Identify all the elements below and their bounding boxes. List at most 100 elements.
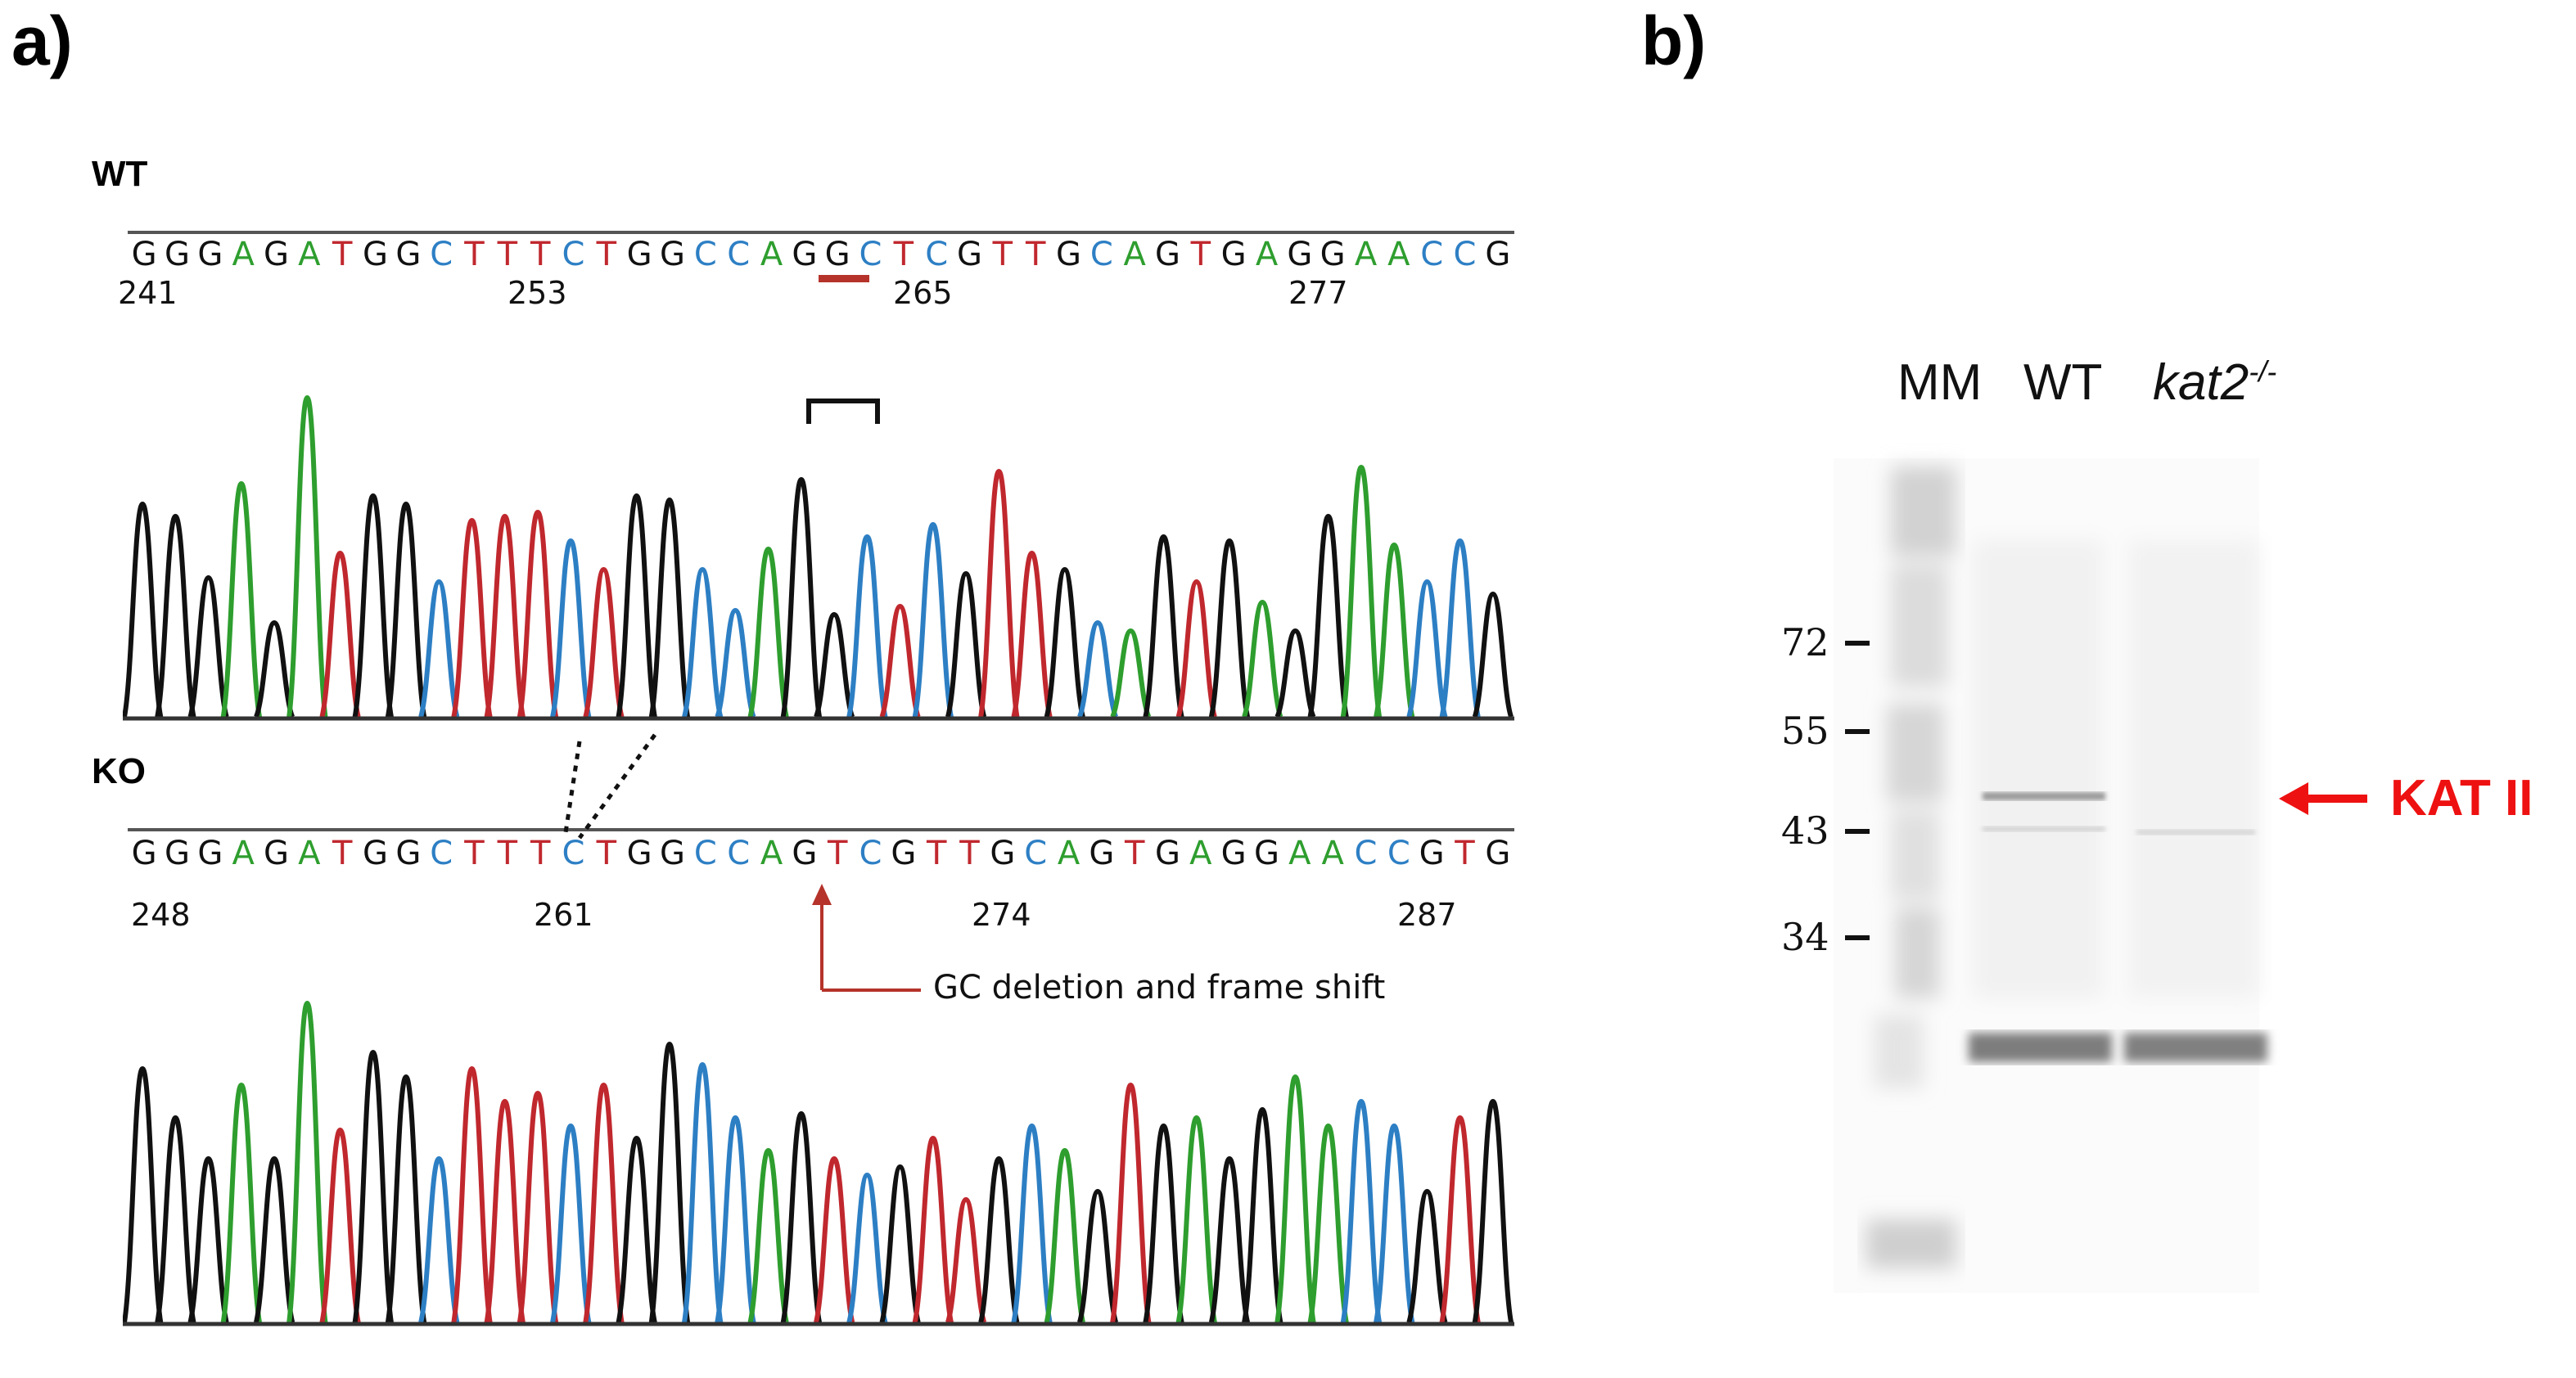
ko-label: KO [92,751,146,791]
wt-position-265: 265 [893,275,953,311]
deletion-dotted-line-left [562,741,582,839]
ko-base: G [395,835,422,872]
wt-base: T [1025,236,1046,273]
wt-peak [451,517,493,718]
ko-base: T [1455,835,1475,872]
wt-base: A [1123,236,1146,273]
wt-peak [1340,464,1383,718]
wt-peak [1143,534,1184,718]
ko-minor-band [2136,830,2255,835]
wt-peak [1175,579,1217,718]
ko-base: T [1124,835,1145,872]
wt-base: G [363,236,388,273]
ko-peak [451,1065,493,1323]
ko-base: G [165,835,190,872]
wt-base: T [1190,236,1211,273]
ko-peak [254,1155,295,1323]
wt-peak [155,513,196,718]
ko-peak [1208,1155,1251,1323]
wt-peak [879,603,921,718]
wt-peak [254,619,295,718]
ko-base: C [693,835,717,872]
wt-base: G [957,236,982,273]
ko-peak [1439,1115,1481,1323]
western-blot [1834,458,2267,1293]
ko-base: G [1089,835,1115,872]
ko-peak [1077,1188,1119,1323]
ko-base: T [464,835,485,872]
wt-peak [945,570,987,718]
deletion-dotted-line-right [577,733,657,840]
ko-base: C [430,835,453,872]
wt-base: T [893,236,914,273]
ko-peak [1406,1188,1448,1323]
ko-peak [286,1000,328,1323]
wt-peak [1439,538,1481,718]
ko-peak [1374,1123,1415,1323]
blot-lane-kat2-label: kat2-/- [2153,354,2276,412]
ko-peak [1274,1074,1316,1323]
panel-b-label: b) [1641,2,1707,79]
ko-base: G [891,835,917,872]
wt-peak [319,550,361,718]
wt-base: G [626,236,652,273]
wt-peak [418,579,460,718]
wt-peak [780,476,822,718]
wt-chromatogram [123,394,1514,721]
ko-base: C [562,835,585,872]
wt-base: G [1220,236,1247,273]
marker-72: 72 [1781,620,1829,664]
ko-peak [747,1147,789,1323]
ko-peak [517,1090,559,1323]
ko-peak [682,1061,724,1323]
wt-peak [352,493,394,718]
wt-peak [123,501,164,718]
wt-base: T [332,236,353,273]
wt-peak [912,521,954,718]
ko-peak [155,1115,196,1323]
wt-peak [550,538,592,718]
marker-43: 43 [1781,808,1829,853]
ko-base: C [727,835,751,872]
ko-peak [1011,1123,1053,1323]
ko-position-248: 248 [131,897,191,933]
ko-peak [1175,1115,1217,1323]
ko-peak [616,1135,657,1323]
ko-base: A [1189,835,1212,872]
ko-lane-smear [2128,540,2259,998]
ko-base: T [926,835,947,872]
ko-peak [1472,1098,1514,1323]
wt-peak [385,501,427,718]
wt-base: G [395,236,422,273]
wt-base: C [430,236,453,273]
ko-base: C [1024,835,1048,872]
wt-peak [1110,628,1152,718]
wt-base: A [760,236,783,273]
ko-base: T [959,835,980,872]
ko-peak [846,1172,888,1323]
wt-peak [747,546,789,718]
ko-trace-peaks [123,1000,1514,1323]
wt-peak [1242,599,1283,718]
wt-peak [1011,550,1053,718]
ko-base: T [596,835,617,872]
mm-lane [1866,466,1956,1268]
ko-base: G [1485,835,1511,872]
marker-55: 55 [1781,709,1829,753]
wt-base: C [1420,236,1444,273]
wt-peak [648,497,691,718]
ko-position-287: 287 [1397,897,1457,933]
wt-base: T [530,236,551,273]
wt-kat-band [1983,792,2105,800]
ko-base: T [497,835,518,872]
ko-base: G [792,835,818,872]
wt-base: G [264,236,289,273]
wt-low-band [1969,1033,2112,1062]
wt-peak [715,607,756,718]
wt-base: G [131,236,157,273]
wt-base: A [1255,236,1279,273]
ko-peak [945,1196,987,1323]
wt-base: G [1056,236,1081,273]
